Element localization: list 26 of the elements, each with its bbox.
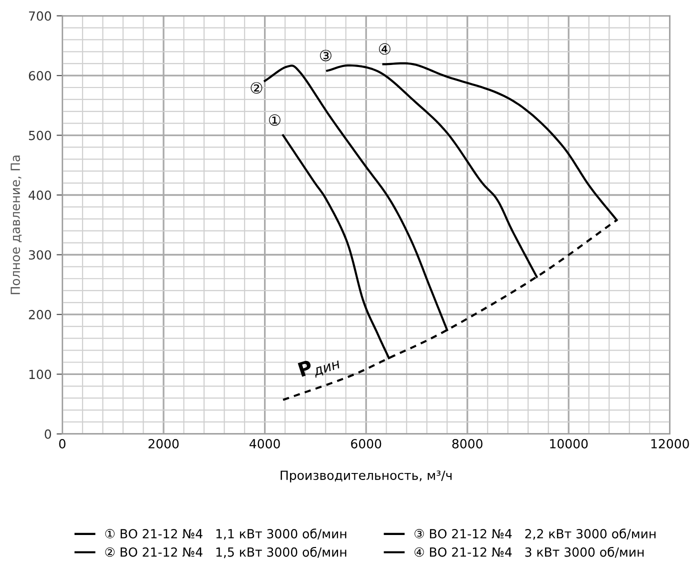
- y-axis-title: Полное давление, Па: [10, 156, 22, 294]
- x-tick-label: 10000: [550, 439, 588, 448]
- y-tick-label: 500: [28, 130, 52, 140]
- y-tick-label: 0: [44, 429, 52, 439]
- legend-label: ④ ВО 21-12 №4 3 кВт 3000 об/мин: [414, 546, 644, 558]
- legend-label: ③ ВО 21-12 №4 2,2 кВт 3000 об/мин: [414, 528, 656, 540]
- annotation: ④: [378, 43, 390, 55]
- y-tick-label: 100: [29, 370, 52, 380]
- legend-label: ② ВО 21-12 №4 1,5 кВт 3000 об/мин: [105, 546, 346, 558]
- x-tick-label: 12000: [651, 439, 689, 448]
- annotation: ①: [269, 114, 280, 126]
- x-tick-label: 6000: [351, 439, 382, 448]
- x-tick-label: 8000: [452, 439, 482, 448]
- x-tick-label: 2000: [148, 439, 179, 448]
- y-tick-label: 700: [29, 11, 52, 21]
- x-tick-label: 0: [59, 439, 66, 448]
- y-tick-label: 400: [28, 190, 52, 200]
- y-tick-label: 200: [28, 310, 52, 320]
- x-axis-title: Производительность, м³/ч: [280, 470, 452, 482]
- annotation: ③: [320, 50, 332, 62]
- y-tick-label: 600: [28, 71, 52, 80]
- annotation: P$_{дин}$: [298, 351, 342, 382]
- legend-label: ① ВО 21-12 №4 1,1 кВт 3000 об/мин: [105, 528, 346, 540]
- annotation: ②: [250, 82, 262, 94]
- x-tick-label: 4000: [250, 439, 280, 448]
- y-tick-label: 300: [28, 250, 52, 260]
